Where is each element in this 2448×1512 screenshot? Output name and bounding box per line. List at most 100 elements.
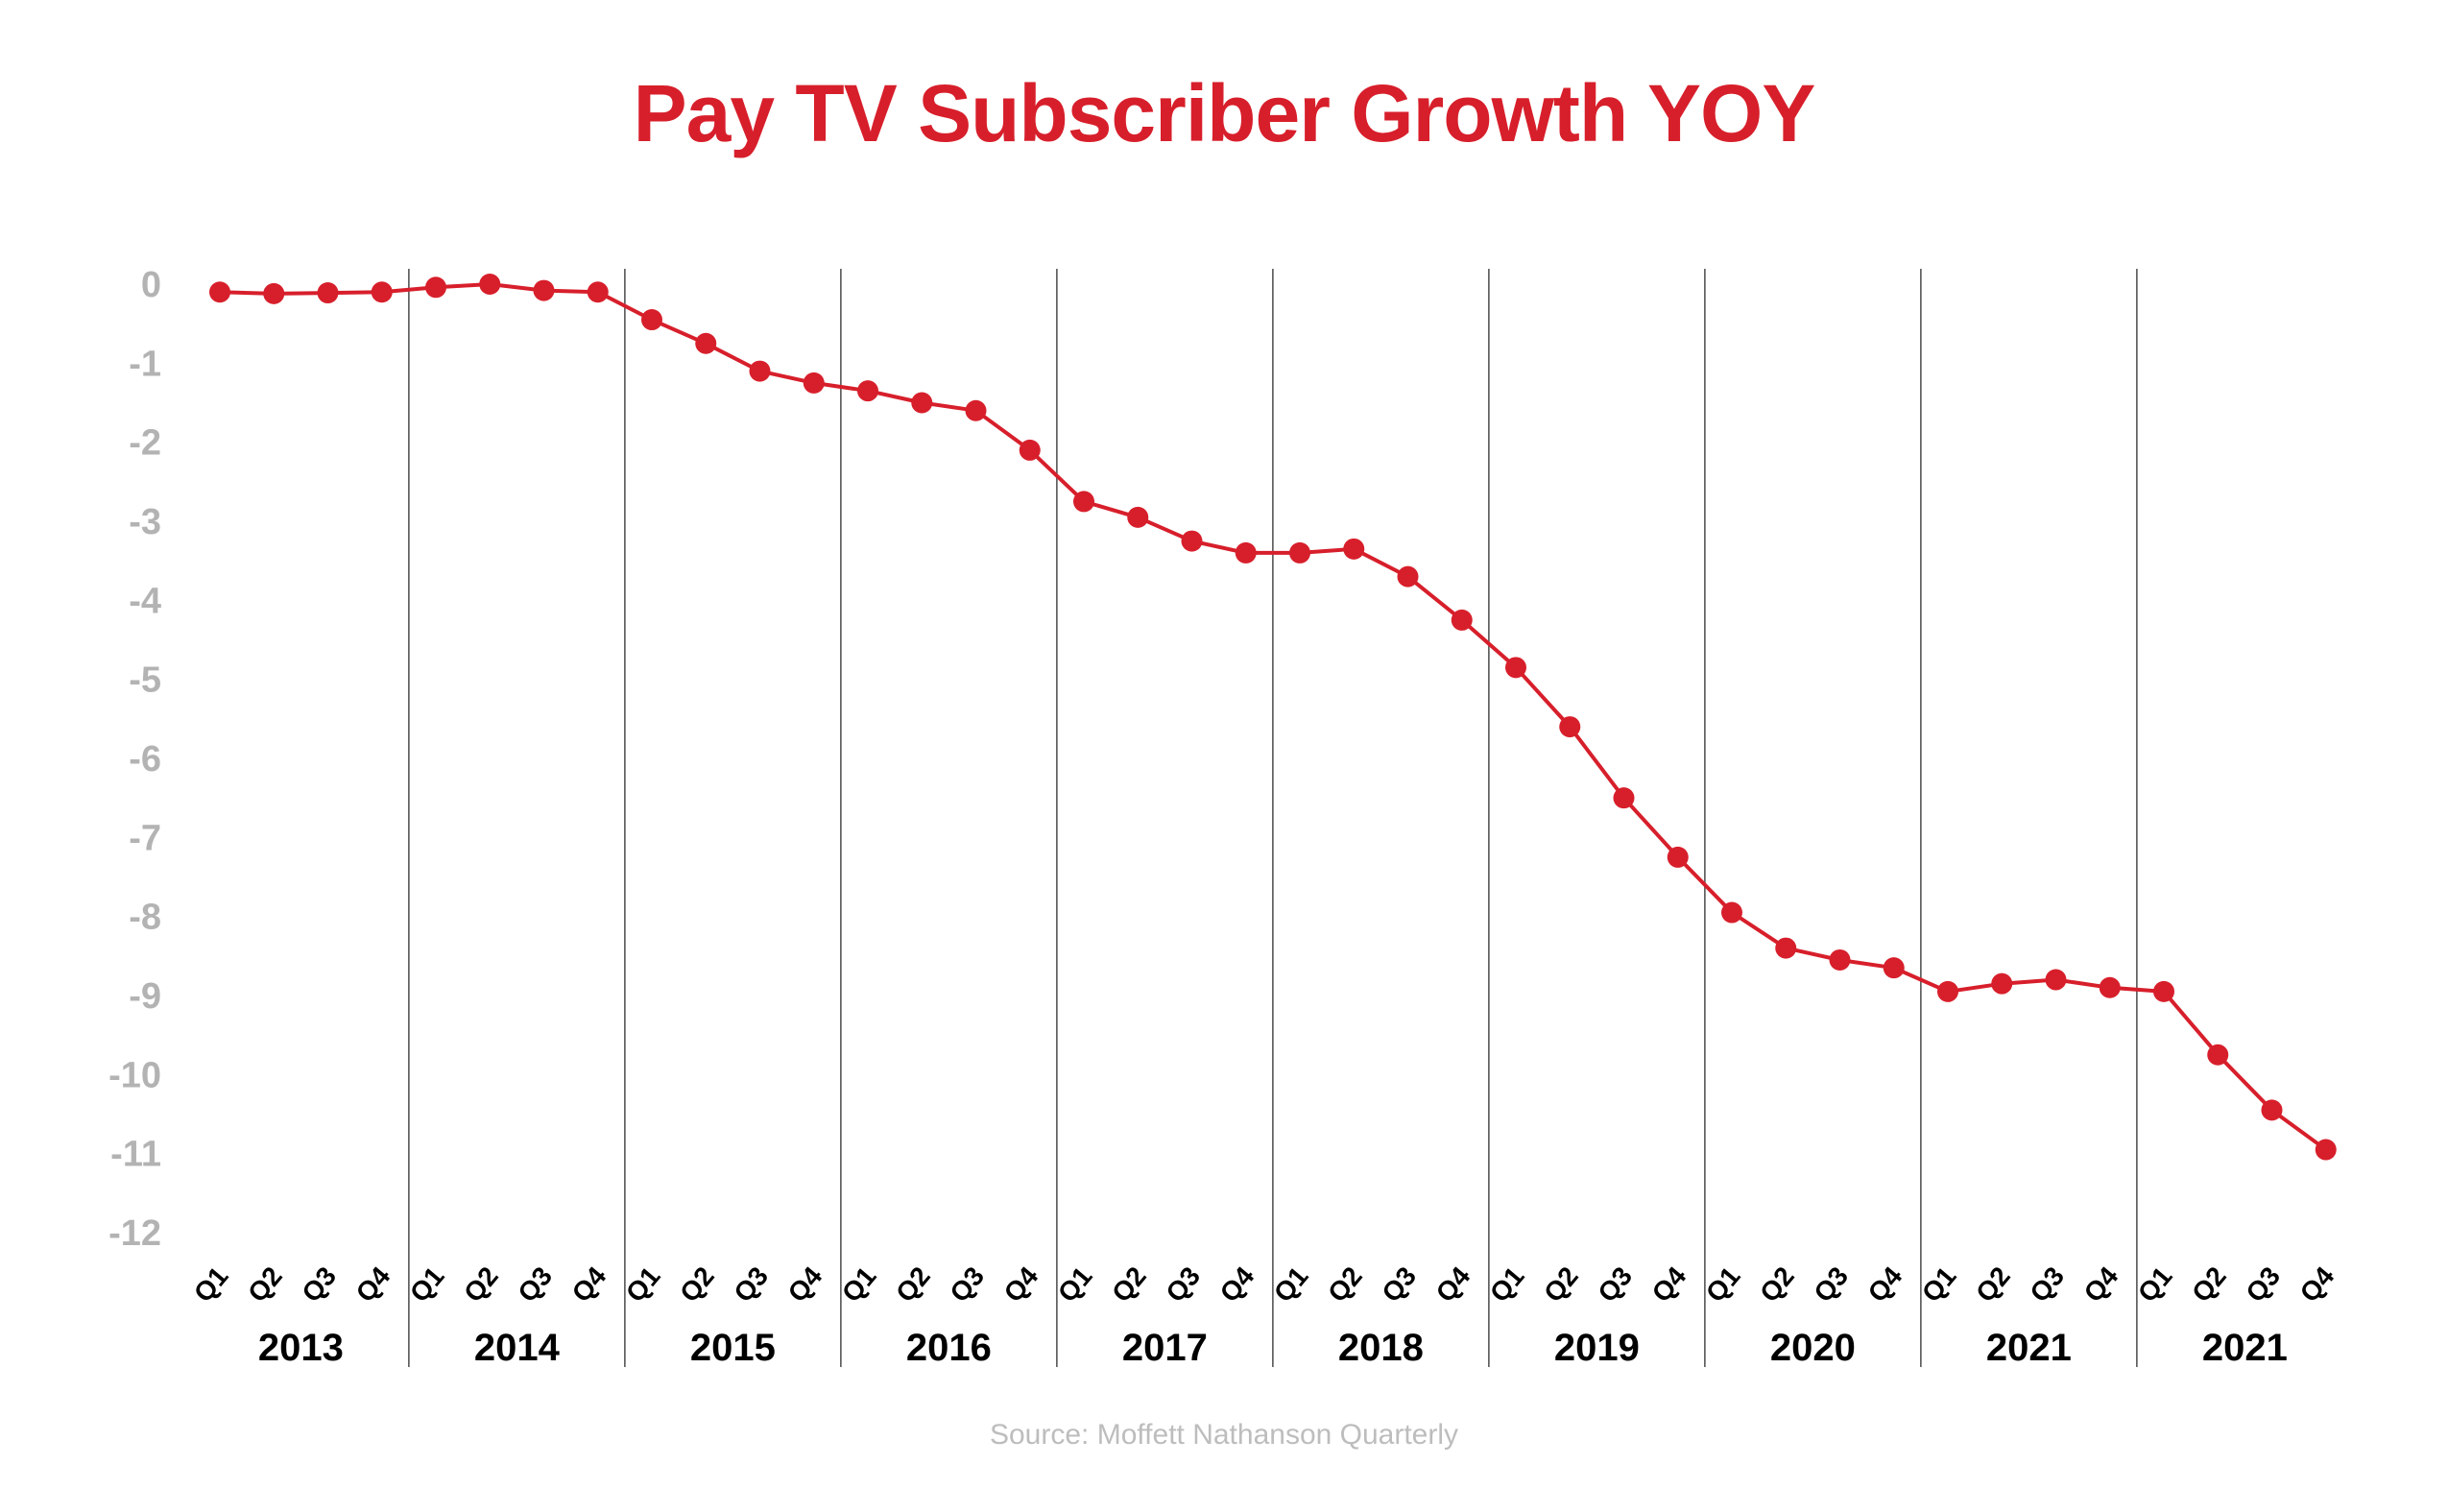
x-quarter-label: Q1 [620,1261,666,1308]
x-quarter-label: Q3 [1376,1261,1422,1308]
data-point [1559,716,1581,738]
data-point [1667,846,1689,868]
data-point [587,281,609,303]
year-separators [408,269,2138,1367]
x-quarter-label: Q2 [890,1261,936,1308]
x-quarter-label: Q4 [1214,1260,1260,1308]
x-quarter-label: Q3 [1808,1261,1854,1308]
data-point [1451,609,1473,631]
data-point [2045,969,2067,991]
data-point [425,276,446,299]
x-quarter-label: Q3 [944,1261,990,1308]
x-quarter-label: Q3 [1160,1261,1206,1308]
chart-source: Source: Moffett Nathanson Quarterly [989,1419,1459,1451]
x-year-label: 2021 [2202,1327,2288,1369]
y-tick-label: -10 [108,1055,161,1095]
x-quarter-label: Q3 [728,1261,774,1308]
data-point [263,282,285,304]
data-point [965,399,987,421]
data-point [1883,957,1905,979]
x-quarter-label: Q4 [1430,1260,1476,1308]
y-tick-label: -1 [129,344,161,384]
x-quarter-label: Q3 [512,1261,558,1308]
data-point [2261,1099,2283,1121]
y-tick-label: -7 [129,818,161,858]
x-quarter-label: Q3 [296,1261,342,1308]
x-year-label: 2017 [1122,1327,1208,1369]
x-quarter-label: Q4 [2294,1260,2340,1308]
data-point [803,372,825,394]
x-quarter-label: Q2 [1106,1261,1152,1308]
data-point [317,282,339,304]
x-year-label: 2018 [1338,1327,1424,1369]
data-point [2099,976,2121,998]
x-year-label: 2021 [1986,1327,2072,1369]
x-quarter-label: Q1 [1052,1261,1098,1308]
data-point [1505,657,1526,679]
data-point [1397,565,1419,588]
x-year-label: 2015 [690,1327,776,1369]
x-quarter-label: Q2 [1754,1261,1800,1308]
data-point [479,274,501,295]
x-quarter-label: Q1 [1916,1261,1962,1308]
series-line-group [209,274,2337,1161]
data-point [749,360,771,382]
data-point [1019,439,1041,461]
data-point [695,332,717,354]
x-quarter-label: Q4 [1646,1260,1692,1308]
x-quarter-label: Q2 [1322,1261,1368,1308]
y-tick-label: -3 [129,502,161,542]
data-point [1991,972,2013,995]
y-tick-label: -12 [108,1213,161,1254]
y-tick-label: -6 [129,739,161,780]
x-quarter-label: Q4 [2078,1260,2124,1308]
y-tick-label: -9 [129,976,161,1017]
x-year-label: 2014 [474,1327,561,1369]
x-quarter-label: Q4 [998,1260,1044,1308]
x-year-label: 2016 [906,1327,992,1369]
data-point [1937,980,1958,1002]
y-tick-label: -8 [129,898,161,938]
x-quarter-label: Q2 [1970,1261,2016,1308]
data-point [1127,506,1149,528]
x-quarter-label: Q3 [2024,1261,2070,1308]
data-point [857,380,878,402]
data-point [1829,948,1851,971]
x-quarter-label: Q1 [404,1261,450,1308]
y-tick-label: -2 [129,423,161,464]
x-year-label: 2020 [1770,1327,1856,1369]
y-tick-label: -4 [129,581,161,621]
x-quarter-label: Q2 [458,1261,504,1308]
chart-title: Pay TV Subscriber Growth YOY [633,68,1816,158]
data-point [1181,530,1203,552]
data-point [2207,1044,2229,1066]
x-axis-year-labels: 2013 2014 2015 2016 2017 2018 2019 2020 2021 2021 [258,1327,2288,1369]
x-quarter-label: Q2 [674,1261,720,1308]
x-quarter-label: Q1 [1700,1261,1746,1308]
y-tick-label: 0 [141,265,161,305]
data-point [1343,538,1365,560]
y-axis-ticks: 0 -1 -2 -3 -4 -5 -6 -7 -8 -9 -10 -11 -12 [108,265,161,1254]
x-year-label: 2019 [1554,1327,1640,1369]
x-quarter-label: Q4 [566,1260,612,1308]
data-point [1073,491,1094,513]
series-line [219,282,2327,1152]
x-quarter-label: Q4 [350,1260,396,1308]
x-quarter-label: Q2 [242,1261,288,1308]
data-point [1775,937,1797,959]
x-quarter-label: Q4 [782,1260,828,1308]
x-year-label: 2013 [258,1327,344,1369]
data-point [2153,980,2174,1002]
x-quarter-label: Q3 [1592,1261,1638,1308]
x-quarter-label: Q4 [1862,1260,1908,1308]
x-quarter-label: Q1 [188,1261,234,1308]
x-quarter-label: Q1 [836,1261,882,1308]
x-quarter-label: Q1 [1268,1261,1314,1308]
data-point [1721,901,1742,924]
data-point [911,392,933,414]
data-point [371,281,393,303]
x-quarter-label: Q2 [2186,1261,2232,1308]
x-quarter-label: Q1 [2132,1261,2178,1308]
data-point [533,279,555,301]
